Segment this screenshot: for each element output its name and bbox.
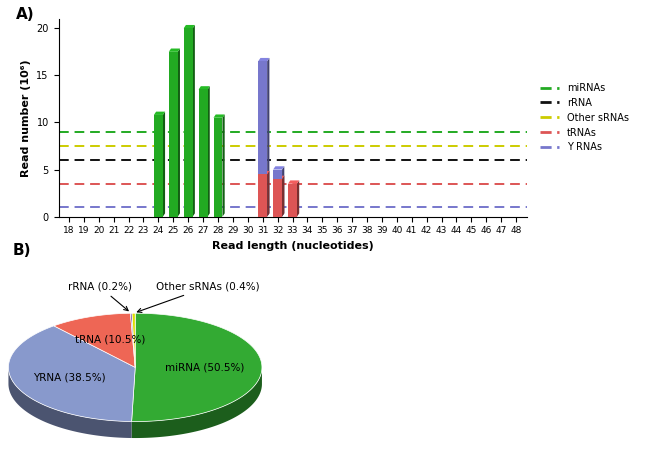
Bar bbox=[199, 89, 207, 217]
Polygon shape bbox=[282, 166, 284, 217]
Polygon shape bbox=[267, 58, 269, 217]
Polygon shape bbox=[184, 25, 195, 28]
Polygon shape bbox=[132, 313, 135, 367]
Bar bbox=[213, 118, 222, 217]
Text: A): A) bbox=[16, 7, 35, 22]
Bar bbox=[258, 61, 267, 217]
Polygon shape bbox=[258, 58, 269, 61]
Y-axis label: Read number (10⁶): Read number (10⁶) bbox=[21, 59, 31, 177]
Legend: miRNAs, rRNA, Other sRNAs, tRNAs, Y RNAs: miRNAs, rRNA, Other sRNAs, tRNAs, Y RNAs bbox=[536, 79, 633, 156]
Text: miRNA (50.5%): miRNA (50.5%) bbox=[165, 363, 244, 373]
Text: Other sRNAs (0.4%): Other sRNAs (0.4%) bbox=[137, 282, 260, 312]
Polygon shape bbox=[54, 313, 135, 367]
Polygon shape bbox=[207, 86, 210, 217]
Polygon shape bbox=[163, 112, 165, 217]
Bar bbox=[288, 184, 297, 217]
Polygon shape bbox=[273, 176, 284, 179]
Polygon shape bbox=[267, 171, 269, 217]
X-axis label: Read length (nucleotides): Read length (nucleotides) bbox=[212, 241, 373, 251]
Text: B): B) bbox=[13, 243, 31, 258]
Polygon shape bbox=[131, 367, 262, 438]
Polygon shape bbox=[273, 166, 284, 170]
Text: rRNA (0.2%): rRNA (0.2%) bbox=[68, 282, 131, 311]
Polygon shape bbox=[297, 180, 299, 217]
Polygon shape bbox=[169, 49, 180, 52]
Polygon shape bbox=[192, 25, 195, 217]
Polygon shape bbox=[177, 49, 180, 217]
Polygon shape bbox=[8, 326, 135, 422]
Polygon shape bbox=[258, 171, 269, 174]
Polygon shape bbox=[282, 176, 284, 217]
Polygon shape bbox=[288, 180, 299, 184]
Polygon shape bbox=[222, 114, 225, 217]
Text: YRNA (38.5%): YRNA (38.5%) bbox=[33, 372, 106, 382]
Polygon shape bbox=[154, 112, 165, 115]
Text: tRNA (10.5%): tRNA (10.5%) bbox=[75, 334, 146, 345]
Bar bbox=[273, 170, 282, 217]
Bar bbox=[258, 174, 267, 217]
Polygon shape bbox=[199, 86, 210, 89]
Bar bbox=[154, 115, 163, 217]
Bar bbox=[273, 179, 282, 217]
Bar bbox=[169, 52, 177, 217]
Polygon shape bbox=[213, 114, 225, 118]
Polygon shape bbox=[131, 313, 135, 367]
Polygon shape bbox=[8, 367, 131, 438]
Bar bbox=[184, 28, 192, 217]
Polygon shape bbox=[131, 313, 262, 422]
